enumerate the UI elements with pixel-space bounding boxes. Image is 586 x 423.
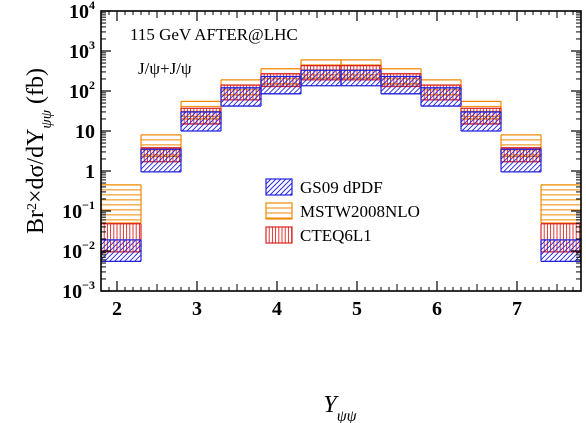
y-tick-label: 10−3 <box>62 278 95 303</box>
series-gs09-dpdf <box>101 69 581 263</box>
chart-subtitle: J/ψ+J/ψ <box>138 59 192 78</box>
bar-band <box>101 223 142 253</box>
legend-entry: MSTW2008NLO <box>265 202 420 221</box>
legend-entry: CTEQ6L1 <box>265 226 372 245</box>
bar-band <box>101 239 142 263</box>
bar-band <box>420 87 462 107</box>
bar-band <box>540 239 581 263</box>
x-axis-title: Yψψ <box>323 392 357 423</box>
x-tick-label: 5 <box>352 298 362 320</box>
bar-band <box>500 148 542 173</box>
bar-band <box>260 75 302 95</box>
bar-band <box>380 73 422 88</box>
bar-band <box>540 223 581 253</box>
x-tick-label: 3 <box>192 298 202 320</box>
y-tick-label: 1 <box>85 161 95 183</box>
legend-entry: GS09 dPDF <box>265 178 383 197</box>
chart-title: 115 GeV AFTER@LHC <box>130 25 298 44</box>
y-tick-label: 10−2 <box>62 238 95 263</box>
series-bands <box>101 59 581 263</box>
y-axis-title: Br2×dσ/dYψψ (fb) <box>23 68 55 234</box>
bar-band <box>460 111 502 132</box>
legend: GS09 dPDF MSTW2008NLO CTEQ6L1 <box>265 178 420 245</box>
axis-ticks <box>101 10 582 292</box>
legend-swatch <box>265 178 293 196</box>
legend-label: MSTW2008NLO <box>300 202 420 221</box>
series-cteq6l1 <box>101 65 581 253</box>
y-tick-label: 102 <box>69 78 95 103</box>
x-tick-label: 7 <box>512 298 522 320</box>
x-tick-label: 4 <box>272 298 282 320</box>
legend-swatch <box>265 226 293 244</box>
y-tick-label: 103 <box>69 38 95 63</box>
y-tick-label: 10 <box>75 121 95 143</box>
x-tick-label: 2 <box>112 298 122 320</box>
legend-swatch <box>265 202 293 220</box>
legend-label: GS09 dPDF <box>300 178 383 197</box>
bar-band <box>180 111 222 132</box>
bar-band <box>220 87 262 107</box>
x-tick-label: 6 <box>432 298 442 320</box>
bar-band <box>140 148 182 173</box>
bar-band <box>540 184 581 224</box>
legend-label: CTEQ6L1 <box>300 226 372 245</box>
y-tick-label: 104 <box>69 0 95 23</box>
bar-band <box>101 184 142 224</box>
bar-band <box>340 69 382 87</box>
y-tick-label: 10−1 <box>62 198 95 223</box>
